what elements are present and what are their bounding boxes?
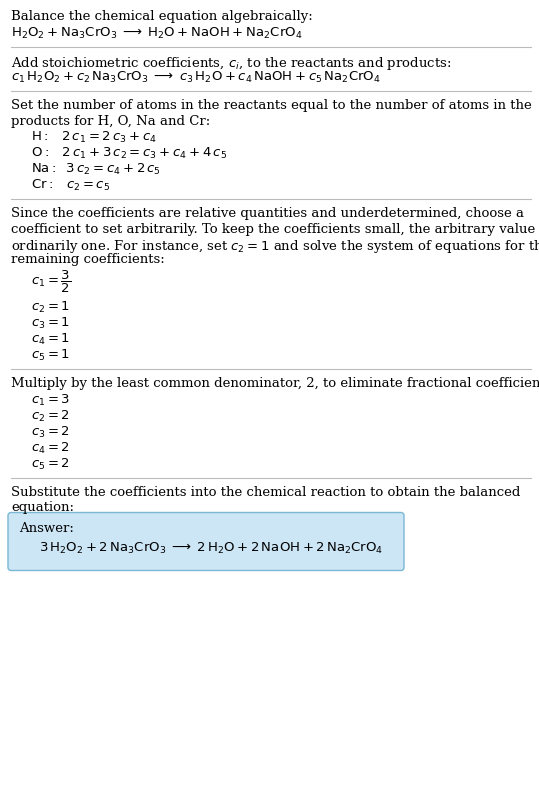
Text: $\mathrm{Cr{:}}\;\;\; c_2 = c_5$: $\mathrm{Cr{:}}\;\;\; c_2 = c_5$ <box>31 178 110 193</box>
Text: $c_5 = 2$: $c_5 = 2$ <box>31 456 70 471</box>
Text: $\mathrm{H_2O_2 + Na_3CrO_3 \;\longrightarrow\; H_2O + NaOH + Na_2CrO_4}$: $\mathrm{H_2O_2 + Na_3CrO_3 \;\longright… <box>11 25 302 41</box>
Text: $c_5 = 1$: $c_5 = 1$ <box>31 348 70 363</box>
Text: $c_3 = 2$: $c_3 = 2$ <box>31 424 70 439</box>
Text: Since the coefficients are relative quantities and underdetermined, choose a: Since the coefficients are relative quan… <box>11 207 524 220</box>
Text: Set the number of atoms in the reactants equal to the number of atoms in the: Set the number of atoms in the reactants… <box>11 99 532 112</box>
FancyBboxPatch shape <box>8 513 404 571</box>
Text: coefficient to set arbitrarily. To keep the coefficients small, the arbitrary va: coefficient to set arbitrarily. To keep … <box>11 222 539 235</box>
Text: Substitute the coefficients into the chemical reaction to obtain the balanced: Substitute the coefficients into the che… <box>11 485 520 498</box>
Text: remaining coefficients:: remaining coefficients: <box>11 253 165 266</box>
Text: equation:: equation: <box>11 500 74 513</box>
Text: $c_1 = 3$: $c_1 = 3$ <box>31 392 70 407</box>
Text: $c_2 = 2$: $c_2 = 2$ <box>31 408 70 423</box>
Text: $c_1 = \dfrac{3}{2}$: $c_1 = \dfrac{3}{2}$ <box>31 268 71 294</box>
Text: Multiply by the least common denominator, 2, to eliminate fractional coefficient: Multiply by the least common denominator… <box>11 376 539 389</box>
Text: $c_2 = 1$: $c_2 = 1$ <box>31 299 70 315</box>
Text: $\mathrm{H{:}}\;\;\; 2\,c_1 = 2\,c_3 + c_4$: $\mathrm{H{:}}\;\;\; 2\,c_1 = 2\,c_3 + c… <box>31 130 157 145</box>
Text: $c_4 = 2$: $c_4 = 2$ <box>31 440 70 455</box>
Text: $\mathrm{Na{:}}\;\; 3\,c_2 = c_4 + 2\,c_5$: $\mathrm{Na{:}}\;\; 3\,c_2 = c_4 + 2\,c_… <box>31 162 161 177</box>
Text: $3\,\mathrm{H_2O_2} + 2\,\mathrm{Na_3CrO_3} \;\longrightarrow\; 2\,\mathrm{H_2O}: $3\,\mathrm{H_2O_2} + 2\,\mathrm{Na_3CrO… <box>39 540 383 555</box>
Text: Add stoichiometric coefficients, $c_i$, to the reactants and products:: Add stoichiometric coefficients, $c_i$, … <box>11 54 451 71</box>
Text: $c_4 = 1$: $c_4 = 1$ <box>31 332 70 346</box>
Text: products for H, O, Na and Cr:: products for H, O, Na and Cr: <box>11 114 210 127</box>
Text: Balance the chemical equation algebraically:: Balance the chemical equation algebraica… <box>11 10 313 23</box>
Text: $c_1\,\mathrm{H_2O_2} + c_2\,\mathrm{Na_3CrO_3} \;\longrightarrow\; c_3\,\mathrm: $c_1\,\mathrm{H_2O_2} + c_2\,\mathrm{Na_… <box>11 70 381 85</box>
Text: ordinarily one. For instance, set $c_2 = 1$ and solve the system of equations fo: ordinarily one. For instance, set $c_2 =… <box>11 238 539 255</box>
Text: $\mathrm{O{:}}\;\;\; 2\,c_1 + 3\,c_2 = c_3 + c_4 + 4\,c_5$: $\mathrm{O{:}}\;\;\; 2\,c_1 + 3\,c_2 = c… <box>31 146 227 161</box>
Text: $c_3 = 1$: $c_3 = 1$ <box>31 315 70 331</box>
Text: Answer:: Answer: <box>19 521 74 534</box>
